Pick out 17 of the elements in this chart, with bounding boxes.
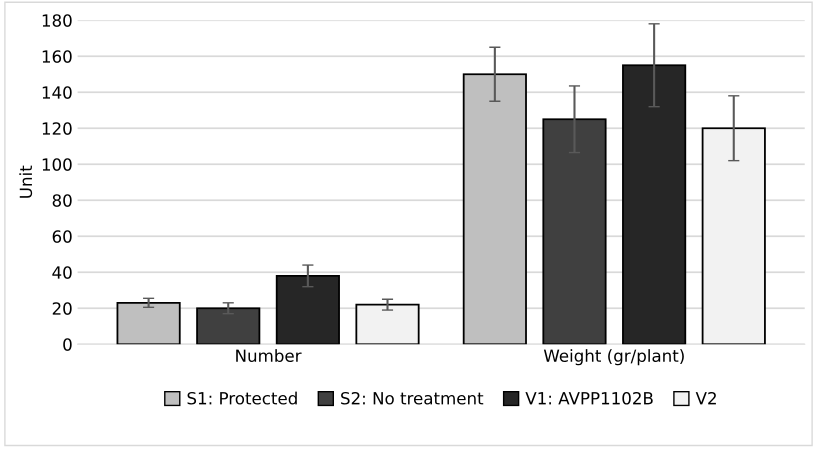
legend-label: S1: Protected [188, 392, 297, 405]
legend-label: V2 [696, 392, 716, 404]
y-tick-label: 80 [52, 194, 72, 207]
y-tick-label: 180 [42, 14, 72, 27]
y-tick-label: 160 [42, 50, 72, 63]
x-tick-label: Number [236, 349, 302, 362]
x-tick-label: Weight (gr/plant) [544, 349, 684, 366]
y-tick-label: 20 [52, 302, 72, 315]
y-tick-label: 120 [42, 122, 72, 135]
y-tick-label: 100 [42, 158, 72, 171]
y-axis-title: Unit [19, 166, 32, 198]
legend-label: V1: AVPP1102B [525, 392, 653, 405]
y-tick-label: 0 [63, 338, 72, 351]
legend-label: S2: No treatment [341, 392, 484, 405]
y-tick-label: 140 [42, 86, 72, 99]
y-tick-label: 40 [52, 266, 72, 279]
y-tick-label: 60 [52, 230, 72, 243]
